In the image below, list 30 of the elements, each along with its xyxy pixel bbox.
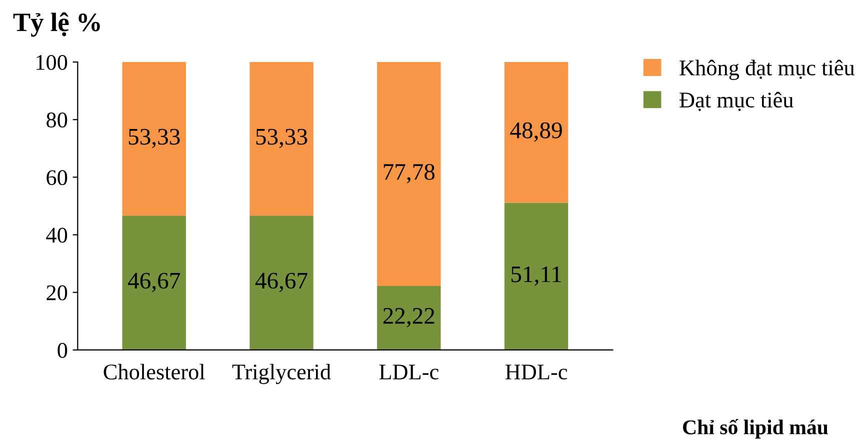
y-tick-label: 20: [46, 285, 68, 300]
legend-label: Không đạt mục tiêu: [680, 60, 854, 80]
legend-label: Đạt mục tiêu: [680, 92, 794, 112]
y-tick-label: 80: [46, 112, 68, 128]
y-tick-label: 40: [46, 228, 68, 243]
bar: [122, 62, 186, 216]
x-tick-label: HDL-c: [505, 364, 568, 380]
bar: [250, 216, 314, 350]
data-label: 53,33: [256, 128, 308, 148]
data-label: 48,89: [510, 122, 562, 142]
x-axis-title: Chỉ số lipid máu: [683, 418, 828, 439]
bar: [504, 62, 568, 203]
x-tick-label: Cholesterol: [104, 364, 205, 380]
bar: [122, 216, 186, 350]
data-label: 77,78: [384, 164, 435, 184]
y-tick-label: 60: [46, 170, 68, 186]
data-label: 46,67: [255, 272, 308, 292]
x-tick-label: LDL-c: [379, 364, 438, 380]
bar: [504, 202, 568, 350]
y-tick-label: 100: [36, 54, 68, 70]
data-label: 51,11: [512, 266, 561, 286]
bar: [377, 62, 441, 286]
data-label: 46,67: [128, 272, 180, 292]
y-axis-title: Tỷ lệ %: [13, 12, 100, 37]
y-tick-label: 0: [58, 342, 68, 358]
bar: [377, 286, 441, 350]
bar: [250, 62, 314, 216]
data-label: 53,33: [128, 128, 180, 148]
x-tick-label: Triglycerid: [232, 364, 331, 384]
data-label: 22,22: [383, 308, 434, 328]
